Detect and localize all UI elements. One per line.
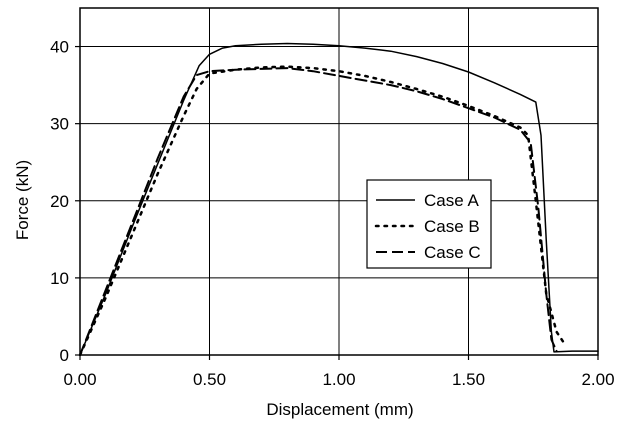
y-tick-label: 30 <box>50 115 69 134</box>
legend-box <box>366 179 492 269</box>
y-axis-label: Force (kN) <box>13 160 32 240</box>
x-tick-label: 1.50 <box>452 370 485 389</box>
grid <box>80 8 598 355</box>
y-tick-label: 40 <box>50 38 69 57</box>
y-tick-label: 10 <box>50 269 69 288</box>
x-tick-label: 1.00 <box>322 370 355 389</box>
x-tick-label: 0.00 <box>63 370 96 389</box>
series-line-case-b <box>78 65 566 357</box>
x-tick-label: 0.50 <box>193 370 226 389</box>
legend-label-case-b: Case B <box>424 217 480 236</box>
y-axis-ticks: 0 10 20 30 40 <box>50 38 80 365</box>
x-tick-label: 2.00 <box>581 370 614 389</box>
x-axis-ticks: 0.00 0.50 1.00 1.50 2.00 <box>63 355 615 389</box>
series-line-case-c <box>79 67 558 356</box>
series-lines <box>78 42 599 357</box>
y-tick-label: 0 <box>60 346 69 365</box>
y-tick-label: 20 <box>50 192 69 211</box>
legend: Case A Case B Case C <box>366 179 492 269</box>
legend-label-case-c: Case C <box>424 243 481 262</box>
x-axis-label: Displacement (mm) <box>266 400 413 419</box>
legend-label-case-a: Case A <box>424 191 479 210</box>
